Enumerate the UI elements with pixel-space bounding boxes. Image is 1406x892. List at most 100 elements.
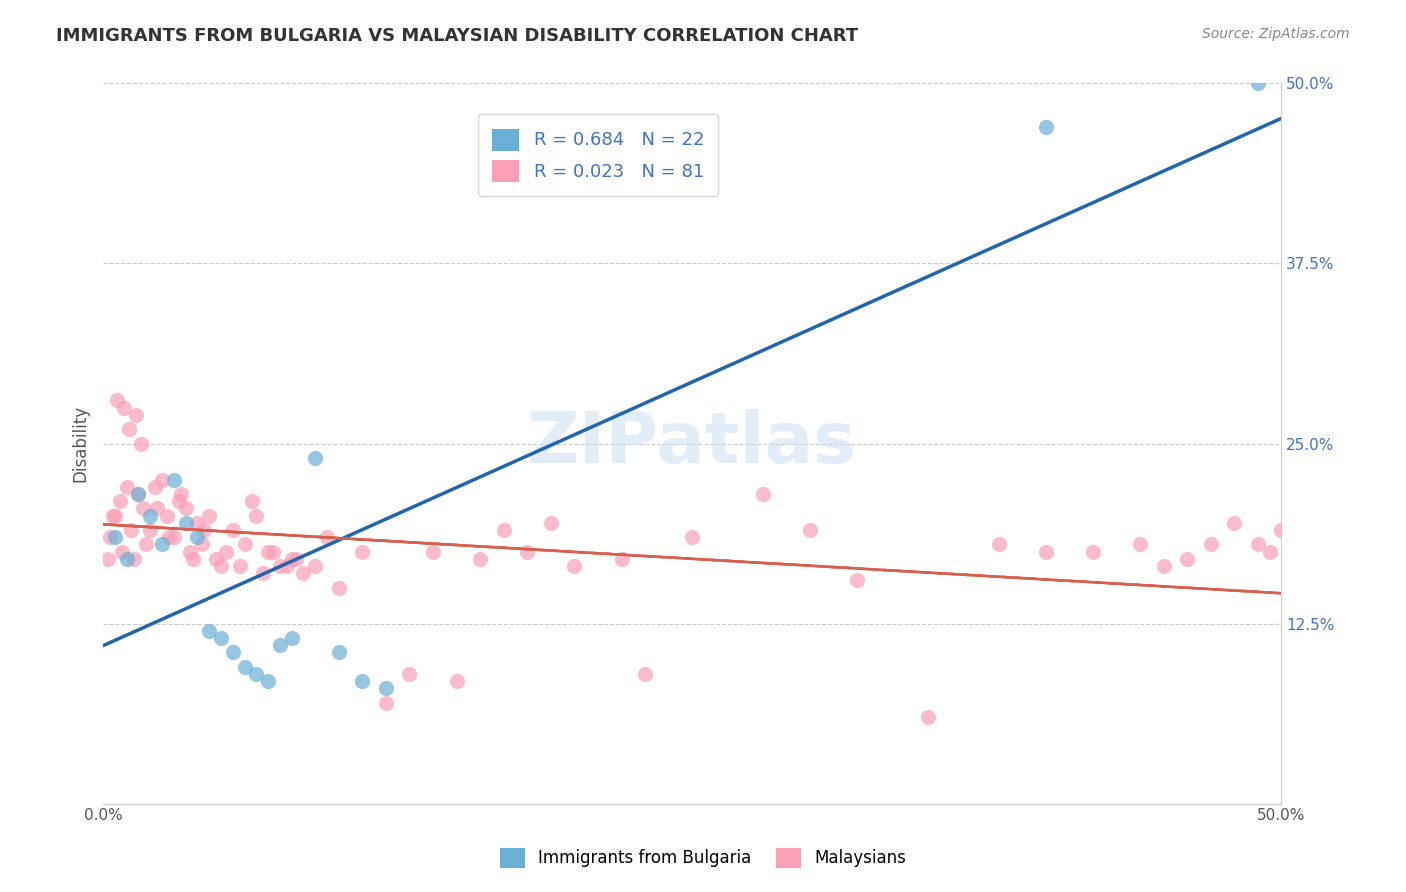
Point — [681, 530, 703, 544]
Point — [1129, 537, 1152, 551]
Point — [374, 681, 396, 696]
Point — [257, 674, 280, 689]
Point — [186, 530, 208, 544]
Point — [112, 401, 135, 415]
Point — [257, 544, 280, 558]
Point — [129, 436, 152, 450]
Point — [108, 494, 131, 508]
Point — [125, 408, 148, 422]
Point — [276, 558, 298, 573]
Point — [422, 544, 444, 558]
Point — [374, 696, 396, 710]
Point — [120, 523, 142, 537]
Point — [143, 480, 166, 494]
Point — [198, 508, 221, 523]
Point — [269, 558, 291, 573]
Point — [245, 508, 267, 523]
Point — [193, 523, 215, 537]
Point — [122, 551, 145, 566]
Point — [222, 645, 245, 659]
Point — [115, 551, 138, 566]
Point — [139, 523, 162, 537]
Point — [229, 558, 252, 573]
Point — [799, 523, 821, 537]
Point — [118, 422, 141, 436]
Point — [104, 530, 127, 544]
Point — [186, 516, 208, 530]
Point — [304, 450, 326, 465]
Point — [292, 566, 315, 581]
Text: IMMIGRANTS FROM BULGARIA VS MALAYSIAN DISABILITY CORRELATION CHART: IMMIGRANTS FROM BULGARIA VS MALAYSIAN DI… — [56, 27, 859, 45]
Point — [1258, 544, 1281, 558]
Point — [167, 494, 190, 508]
Point — [101, 508, 124, 523]
Point — [179, 544, 201, 558]
Point — [316, 530, 339, 544]
Y-axis label: Disability: Disability — [72, 405, 89, 482]
Point — [917, 710, 939, 724]
Point — [156, 508, 179, 523]
Point — [328, 645, 350, 659]
Point — [111, 544, 134, 558]
Legend: R = 0.684   N = 22, R = 0.023   N = 81: R = 0.684 N = 22, R = 0.023 N = 81 — [478, 114, 718, 196]
Point — [146, 501, 169, 516]
Point — [269, 638, 291, 652]
Point — [564, 558, 586, 573]
Point — [1081, 544, 1104, 558]
Point — [1270, 523, 1292, 537]
Point — [97, 551, 120, 566]
Point — [105, 393, 128, 408]
Point — [1223, 516, 1246, 530]
Point — [104, 508, 127, 523]
Point — [139, 508, 162, 523]
Point — [132, 501, 155, 516]
Point — [198, 624, 221, 638]
Point — [398, 667, 420, 681]
Text: Source: ZipAtlas.com: Source: ZipAtlas.com — [1202, 27, 1350, 41]
Point — [127, 487, 149, 501]
Point — [540, 516, 562, 530]
Point — [1153, 558, 1175, 573]
Point — [150, 537, 173, 551]
Point — [127, 487, 149, 501]
Point — [245, 667, 267, 681]
Point — [1035, 120, 1057, 134]
Point — [233, 660, 256, 674]
Point — [222, 523, 245, 537]
Point — [252, 566, 274, 581]
Point — [328, 581, 350, 595]
Point — [209, 631, 232, 645]
Point — [115, 480, 138, 494]
Point — [262, 544, 284, 558]
Point — [98, 530, 121, 544]
Point — [1175, 551, 1198, 566]
Point — [163, 473, 186, 487]
Legend: Immigrants from Bulgaria, Malaysians: Immigrants from Bulgaria, Malaysians — [494, 841, 912, 875]
Point — [304, 558, 326, 573]
Point — [1199, 537, 1222, 551]
Point — [846, 574, 869, 588]
Point — [174, 501, 197, 516]
Point — [352, 544, 374, 558]
Point — [446, 674, 468, 689]
Point — [987, 537, 1010, 551]
Point — [610, 551, 633, 566]
Text: ZIPatlas: ZIPatlas — [527, 409, 858, 478]
Point — [752, 487, 775, 501]
Point — [634, 667, 657, 681]
Point — [174, 516, 197, 530]
Point — [150, 473, 173, 487]
Point — [163, 530, 186, 544]
Point — [280, 551, 302, 566]
Point — [1035, 544, 1057, 558]
Point — [191, 537, 214, 551]
Point — [170, 487, 193, 501]
Point — [470, 551, 492, 566]
Point — [135, 537, 157, 551]
Point — [492, 523, 515, 537]
Point — [209, 558, 232, 573]
Point — [205, 551, 228, 566]
Point — [233, 537, 256, 551]
Point — [181, 551, 204, 566]
Point — [1247, 77, 1270, 91]
